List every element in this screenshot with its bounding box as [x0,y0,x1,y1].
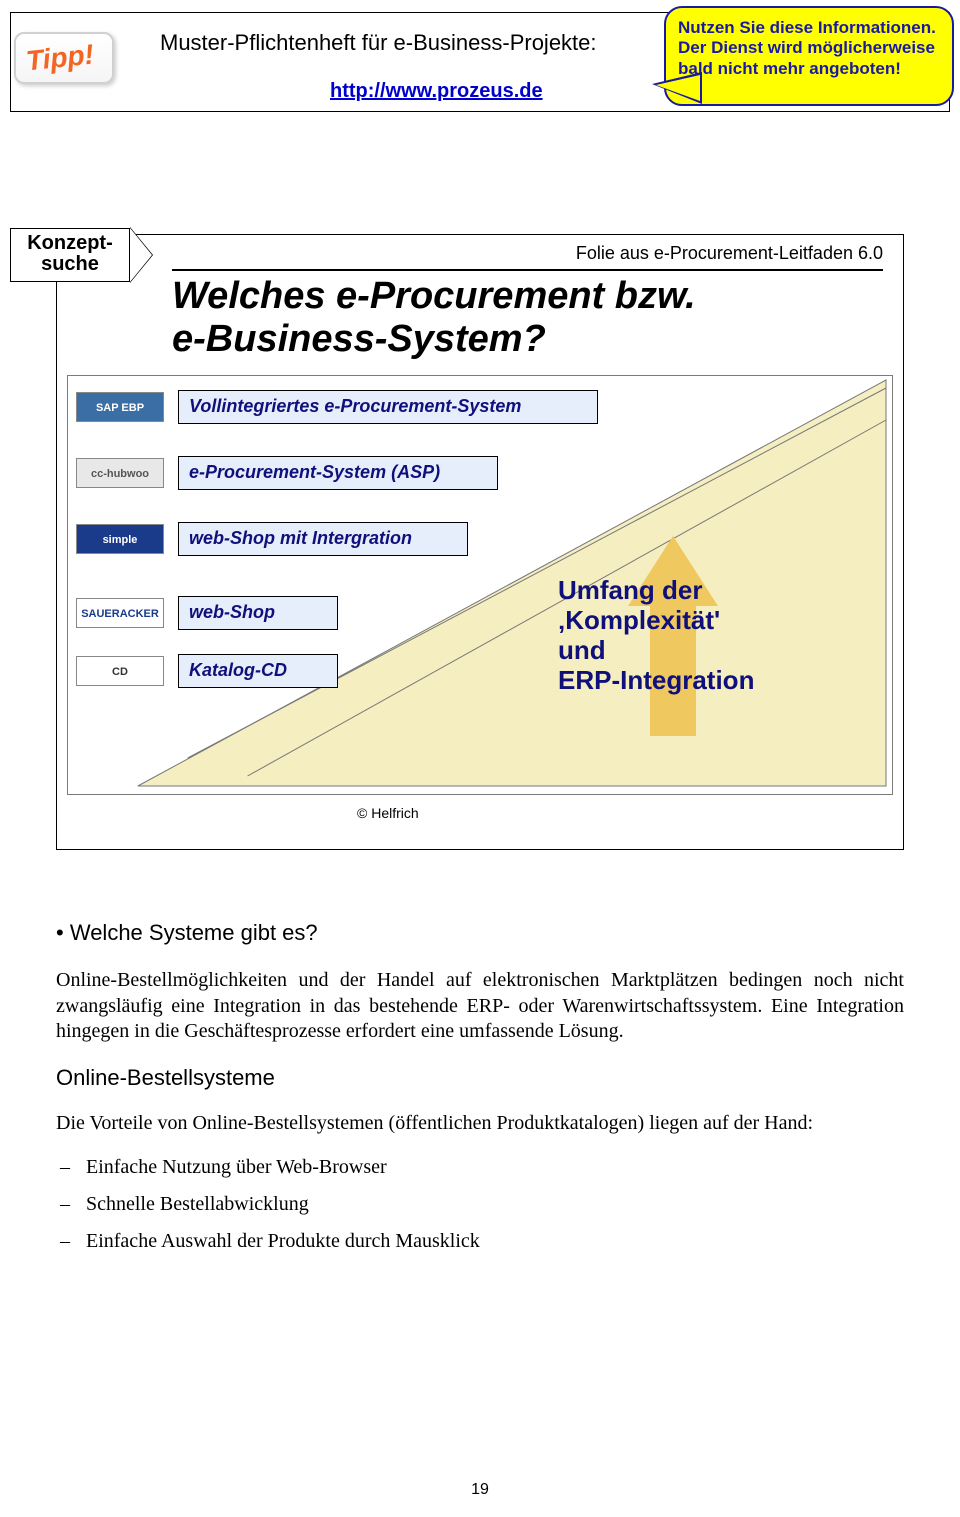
callout-bubble: Nutzen Sie diese Informationen. Der Dien… [664,6,954,106]
advantages-list: Einfache Nutzung über Web-Browser Schnell… [56,1156,904,1253]
triangle-svg [68,376,892,794]
vendor-icon: cc-hubwoo [76,458,164,488]
slide-title-line2: e-Business-System? [172,318,546,360]
slide-title: Welches e-Procurement bzw. e-Business-Sy… [172,275,696,361]
header-title: Muster-Pflichtenheft für e-Business-Proj… [160,30,597,56]
vendor-icon: SAUERACKER [76,598,164,628]
konzept-label: Konzept- suche [10,228,130,282]
vendor-icon: CD [76,656,164,686]
document-page: Tipp! Muster-Pflichtenheft für e-Busines… [0,0,960,1517]
umfang-line1: Umfang der [558,575,702,605]
callout-tail [656,75,700,101]
list-item: Einfache Auswahl der Produkte durch Maus… [86,1230,904,1253]
paragraph-2: Die Vorteile von Online-Bestellsystemen … [56,1111,904,1137]
vendor-icon: SAP EBP [76,392,164,422]
vendor-icon: simple [76,524,164,554]
body-area: Welche Systeme gibt es? Online-Bestellmö… [56,920,904,1267]
slide-caption: Folie aus e-Procurement-Leitfaden 6.0 [576,243,883,264]
option-box: Vollintegriertes e-Procurement-System [178,390,598,424]
list-item: Einfache Nutzung über Web-Browser [86,1156,904,1179]
page-number: 19 [0,1481,960,1499]
subheading: Online-Bestellsysteme [56,1065,904,1091]
slide-title-line1: Welches e-Procurement bzw. [172,275,696,317]
umfang-text: Umfang der ‚Komplexität' und ERP-Integra… [558,576,754,696]
header-url-link[interactable]: http://www.prozeus.de [330,80,543,103]
bullet-question: Welche Systeme gibt es? [56,920,904,946]
tipp-label: Tipp! [25,39,96,78]
list-item: Schnelle Bestellabwicklung [86,1193,904,1216]
umfang-line3: und [558,635,606,665]
option-box: web-Shop mit Intergration [178,522,468,556]
paragraph-1: Online-Bestellmöglichkeiten und der Hand… [56,968,904,1045]
konzept-line1: Konzept- [27,232,113,254]
slide-frame: Folie aus e-Procurement-Leitfaden 6.0 We… [56,234,904,850]
slide-chart: Umfang der ‚Komplexität' und ERP-Integra… [67,375,893,795]
option-box: e-Procurement-System (ASP) [178,456,498,490]
option-box: Katalog-CD [178,654,338,688]
tipp-badge: Tipp! [14,32,114,84]
slide-copyright: © Helfrich [357,805,419,821]
option-box: web-Shop [178,596,338,630]
umfang-line2: ‚Komplexität' [558,605,720,635]
umfang-line4: ERP-Integration [558,665,754,695]
konzept-line2: suche [41,253,99,275]
triangle-wrap [68,376,892,794]
konzept-arrow [130,228,152,282]
slide-divider [172,269,883,271]
